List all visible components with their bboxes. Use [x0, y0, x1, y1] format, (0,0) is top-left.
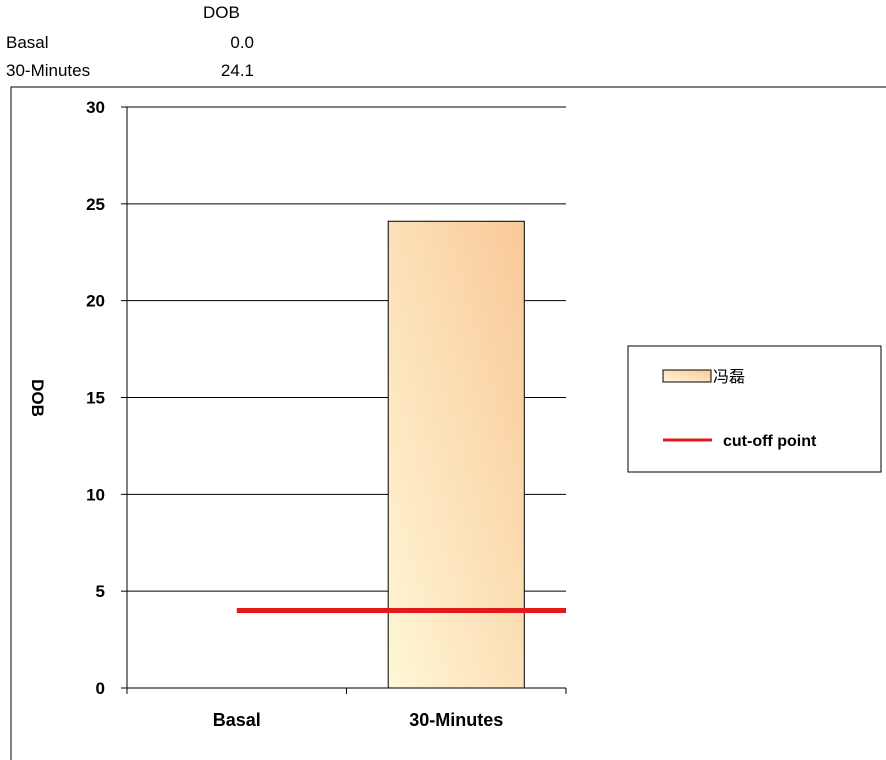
x-tick-label: Basal: [213, 710, 261, 730]
legend-label-series: 冯磊: [713, 368, 745, 386]
chart-frame: [10, 86, 886, 760]
table-row-value-30-minutes: 24.1: [220, 61, 254, 80]
legend-label-cutoff: cut-off point: [723, 433, 817, 450]
y-axis-title: DOB: [28, 379, 47, 417]
y-tick-label: 25: [86, 195, 105, 214]
table-row-value-basal: 0.0: [230, 33, 254, 52]
y-tick-label: 0: [96, 679, 105, 698]
table-row-label-30-minutes: 30-Minutes: [6, 61, 91, 80]
bar-30-minutes: [387, 220, 525, 689]
y-tick-label: 30: [86, 98, 105, 117]
table-row-label-basal: Basal: [6, 33, 49, 52]
legend-swatch-bar: [662, 369, 712, 383]
legend: 冯磊 cut-off point: [627, 345, 882, 473]
y-tick-label: 10: [86, 485, 105, 504]
table-header-dob: DOB: [203, 3, 240, 22]
y-tick-label: 5: [96, 582, 105, 601]
legend-box: [627, 345, 882, 473]
x-tick-label: 30-Minutes: [409, 710, 503, 730]
y-tick-label: 15: [86, 389, 105, 408]
y-tick-label: 20: [86, 292, 105, 311]
